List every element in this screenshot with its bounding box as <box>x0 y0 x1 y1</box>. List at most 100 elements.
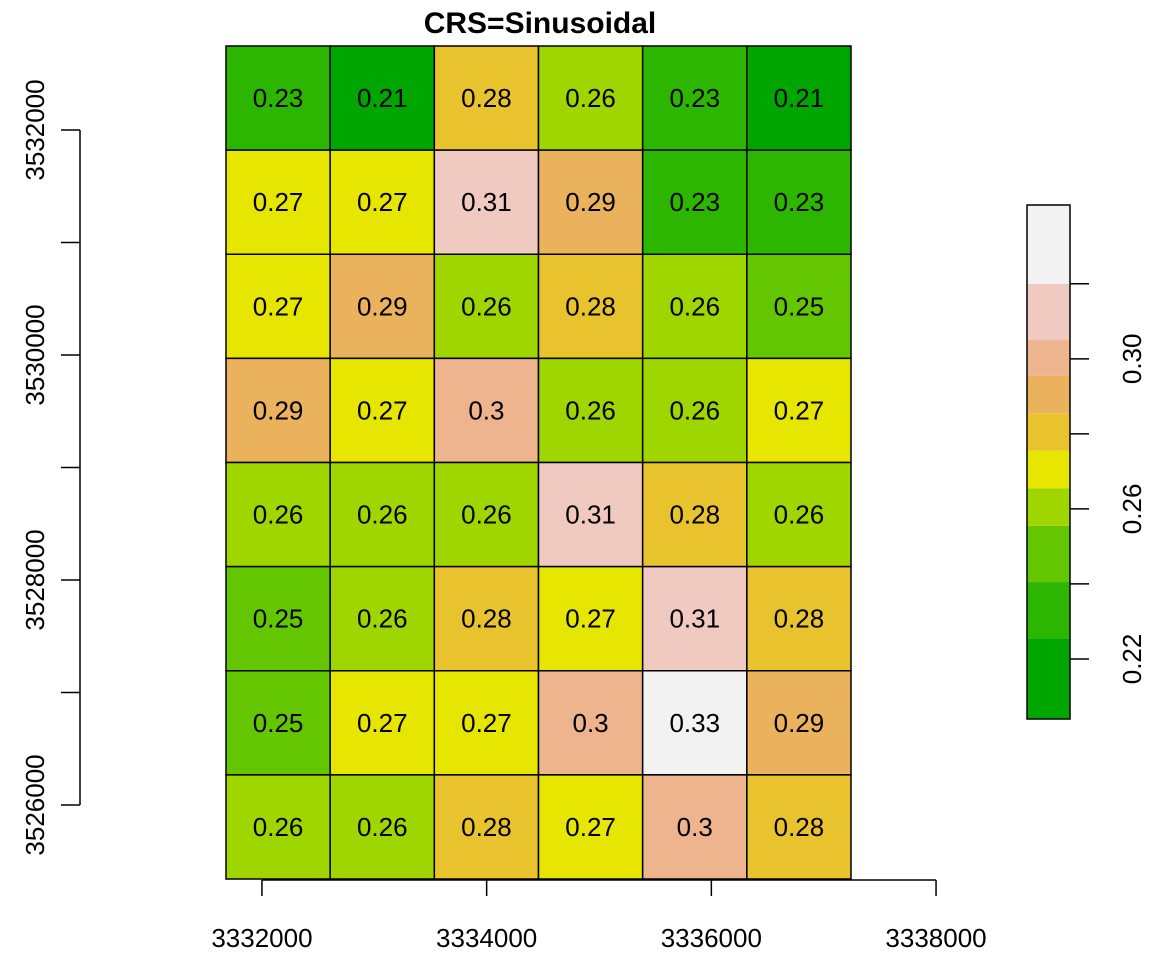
cell-value-label: 0.26 <box>669 291 720 321</box>
raster-cell <box>746 357 852 464</box>
raster-cell <box>329 149 436 255</box>
cell-value-label: 0.26 <box>357 604 408 634</box>
cell-value-label: 0.26 <box>565 395 616 425</box>
cell-value-label: 0.26 <box>357 812 408 842</box>
raster-cell <box>746 774 852 880</box>
cell-value-label: 0.3 <box>573 708 609 738</box>
raster-cell <box>641 774 748 880</box>
legend-color-block <box>1027 283 1070 341</box>
cell-value-label: 0.26 <box>253 812 304 842</box>
raster-cell <box>537 149 644 255</box>
legend-color-block <box>1027 205 1070 284</box>
raster-cell <box>225 357 331 464</box>
raster-cell <box>641 461 748 568</box>
raster-cell <box>225 670 331 776</box>
cell-value-label: 0.26 <box>253 500 304 530</box>
cell-value-label: 0.3 <box>677 812 713 842</box>
cell-value-label: 0.27 <box>357 395 408 425</box>
x-tick-label: 3338000 <box>885 923 986 953</box>
cell-value-label: 0.31 <box>669 604 720 634</box>
cell-value-label: 0.25 <box>253 708 304 738</box>
cell-value-label: 0.25 <box>774 291 825 321</box>
raster-cell <box>746 670 852 776</box>
legend-tick-label: 0.30 <box>1117 334 1147 385</box>
raster-cell <box>225 45 331 151</box>
raster-cell <box>537 45 644 151</box>
raster-cell <box>225 565 331 672</box>
cell-value-label: 0.31 <box>565 500 616 530</box>
cell-value-label: 0.27 <box>253 291 304 321</box>
cell-value-label: 0.23 <box>669 187 720 217</box>
raster-cell <box>641 253 748 360</box>
raster-cells: 0.23 0.21 0.28 0.26 0.23 0.21 0.27 0.27 0.31 0.29… <box>225 45 852 880</box>
cell-value-label: 0.23 <box>774 187 825 217</box>
raster-cell <box>537 357 644 464</box>
x-tick-label: 3336000 <box>661 923 762 953</box>
y-tick-label: 3526000 <box>20 754 50 855</box>
raster-cell <box>746 45 852 151</box>
cell-value-label: 0.27 <box>461 708 512 738</box>
cell-value-label: 0.28 <box>461 83 512 113</box>
cell-value-label: 0.31 <box>461 187 512 217</box>
cell-value-label: 0.21 <box>774 83 825 113</box>
raster-cell <box>746 565 852 672</box>
raster-cell <box>433 670 540 776</box>
raster-cell <box>225 774 331 880</box>
chart-title: CRS=Sinusoidal <box>424 7 657 40</box>
legend-color-block <box>1027 638 1070 719</box>
cell-value-label: 0.3 <box>468 395 504 425</box>
cell-value-label: 0.27 <box>774 395 825 425</box>
y-tick-label: 3530000 <box>20 304 50 405</box>
cell-value-label: 0.28 <box>461 812 512 842</box>
raster-cell <box>537 253 644 360</box>
legend-color-block <box>1027 413 1070 451</box>
raster-cell <box>329 45 436 151</box>
cell-value-label: 0.28 <box>774 812 825 842</box>
legend-tick-label: 0.26 <box>1117 484 1147 535</box>
color-legend: 0.22 0.26 0.30 <box>1026 204 1147 720</box>
raster-cell <box>746 461 852 568</box>
cell-value-label: 0.28 <box>461 604 512 634</box>
raster-cell <box>433 461 540 568</box>
cell-value-label: 0.26 <box>565 83 616 113</box>
cell-value-label: 0.26 <box>669 395 720 425</box>
raster-cell <box>746 253 852 360</box>
legend-color-block <box>1027 375 1070 414</box>
cell-value-label: 0.26 <box>461 291 512 321</box>
cell-value-label: 0.21 <box>357 83 408 113</box>
x-tick-label: 3332000 <box>211 923 312 953</box>
cell-value-label: 0.28 <box>669 500 720 530</box>
cell-value-label: 0.27 <box>565 604 616 634</box>
raster-cell <box>537 774 644 880</box>
raster-cell <box>537 461 644 568</box>
raster-cell <box>641 357 748 464</box>
y-tick-label: 3528000 <box>20 529 50 630</box>
raster-cell <box>746 149 852 255</box>
cell-value-label: 0.25 <box>253 604 304 634</box>
cell-value-label: 0.27 <box>357 708 408 738</box>
y-tick-label: 3532000 <box>20 79 50 180</box>
x-tick-label: 3334000 <box>436 923 537 953</box>
raster-cell <box>433 357 540 464</box>
cell-value-label: 0.33 <box>669 708 720 738</box>
legend-border <box>1026 204 1071 720</box>
raster-cell <box>225 461 331 568</box>
raster-cell <box>433 774 540 880</box>
cell-value-label: 0.29 <box>774 708 825 738</box>
x-axis: 3332000 3334000 3336000 3338000 <box>211 879 987 953</box>
legend-color-block <box>1027 340 1070 376</box>
legend-color-block <box>1027 525 1070 583</box>
cell-value-label: 0.26 <box>774 500 825 530</box>
cell-value-label: 0.26 <box>357 500 408 530</box>
legend-tick-label: 0.22 <box>1117 634 1147 685</box>
cell-value-label: 0.23 <box>253 83 304 113</box>
raster-cell <box>641 565 748 672</box>
cell-value-label: 0.29 <box>357 291 408 321</box>
raster-cell <box>329 357 436 464</box>
cell-value-label: 0.23 <box>669 83 720 113</box>
legend-color-block <box>1027 450 1070 489</box>
legend-color-block <box>1027 488 1070 526</box>
raster-cell <box>329 670 436 776</box>
cell-value-label: 0.27 <box>253 187 304 217</box>
